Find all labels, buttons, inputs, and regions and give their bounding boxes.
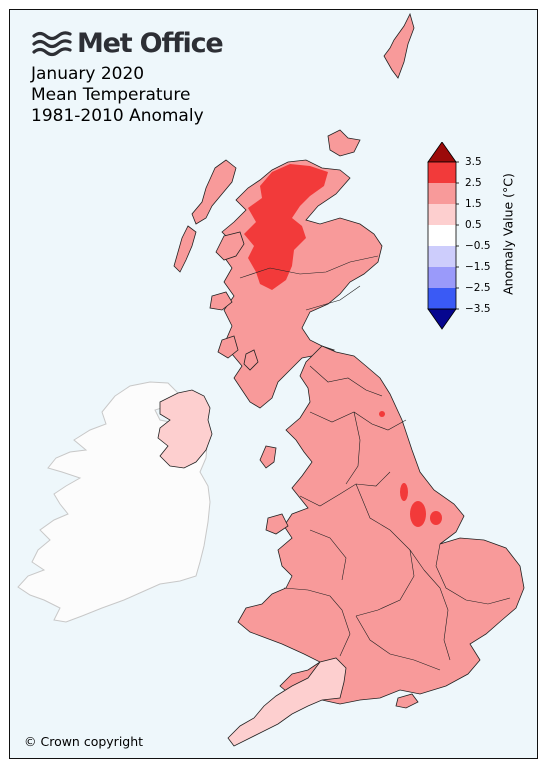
hotspot-yorkshire xyxy=(400,483,408,501)
colorbar-tick-label: 1.5 xyxy=(465,198,482,210)
colorbar-tick-label: 2.5 xyxy=(465,177,482,189)
colorbar-under-triangle xyxy=(427,308,457,330)
hotspot-lincolnshire xyxy=(410,501,426,527)
anomaly-map xyxy=(17,12,525,747)
colorbar-tick-label: −0.5 xyxy=(465,240,491,252)
colorbar-band xyxy=(428,246,456,267)
island-isle-of-wight xyxy=(395,693,419,709)
colorbar-tick-label: −1.5 xyxy=(465,261,491,273)
island-skye xyxy=(215,231,245,261)
island-mull xyxy=(209,291,233,311)
colorbar-tick-label: −3.5 xyxy=(465,303,491,315)
colorbar-band xyxy=(428,183,456,204)
title-line-3: 1981-2010 Anomaly xyxy=(31,106,204,126)
colorbar-band xyxy=(428,204,456,225)
island-islay xyxy=(217,335,239,359)
island-isle-of-man xyxy=(259,445,277,469)
met-office-logo: Met Office xyxy=(32,28,224,59)
highlands-region xyxy=(244,164,328,290)
map-title: January 2020 Mean Temperature 1981-2010 … xyxy=(31,64,204,127)
region-boundaries xyxy=(239,255,511,671)
colorbar-tick-label: 0.5 xyxy=(465,219,482,231)
hotspot-lincolnshire-2 xyxy=(430,511,442,525)
colorbar-band xyxy=(428,288,456,309)
island-lewis xyxy=(191,159,237,225)
island-arran xyxy=(243,349,259,371)
title-line-2: Mean Temperature xyxy=(31,85,191,105)
colorbar-over-triangle xyxy=(427,141,457,163)
island-anglesey xyxy=(265,513,289,535)
colorbar-band xyxy=(428,267,456,288)
colorbar-tick-label: 3.5 xyxy=(465,156,482,168)
logo-text: Met Office xyxy=(77,28,224,59)
island-uist xyxy=(173,225,197,273)
copyright-notice: © Crown copyright xyxy=(24,734,144,749)
northern-ireland-region xyxy=(157,389,213,469)
colorbar-tick-label: −2.5 xyxy=(465,282,491,294)
title-line-1: January 2020 xyxy=(31,64,145,84)
colorbar-band xyxy=(428,162,456,183)
southwest-england-region xyxy=(227,657,347,747)
map-frame: Met Office January 2020 Mean Temperature… xyxy=(9,9,538,759)
colorbar xyxy=(427,141,459,330)
island-shetland xyxy=(383,12,415,79)
hotspot-north-york xyxy=(379,411,385,417)
colorbar-band xyxy=(428,225,456,246)
colorbar-title: Anomaly Value (°C) xyxy=(500,173,516,295)
colorbar-legend: 3.5 2.5 1.5 0.5 −0.5 −1.5 −2.5 −3.5 Anomaly Val… xyxy=(424,141,534,332)
met-office-wave-icon xyxy=(32,30,72,56)
island-orkney xyxy=(327,129,361,157)
